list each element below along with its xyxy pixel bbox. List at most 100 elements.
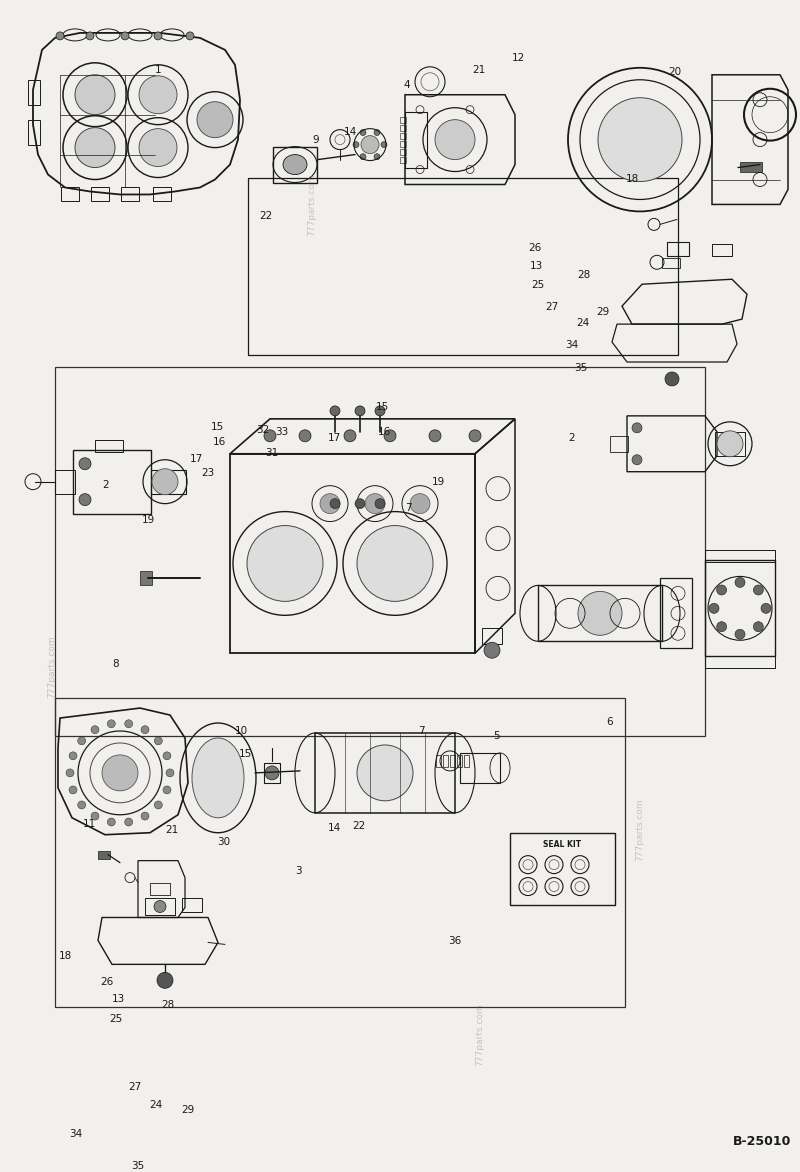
Text: 24: 24 [576,318,589,328]
Bar [28,80,40,104]
Text: 7: 7 [418,725,425,736]
Circle shape [66,769,74,777]
Circle shape [75,75,115,115]
Text: 31: 31 [266,449,278,458]
Circle shape [247,525,323,601]
Text: 6: 6 [606,717,613,728]
Circle shape [355,406,365,416]
Text: 3: 3 [295,866,302,875]
Circle shape [330,498,340,509]
Text: 22: 22 [352,822,365,831]
Bar [121,188,139,202]
Text: 14: 14 [328,823,341,832]
Text: 17: 17 [328,434,341,443]
Text: 777parts.com: 777parts.com [635,798,645,861]
Circle shape [717,621,726,632]
Circle shape [735,629,745,639]
Text: 4: 4 [403,81,410,90]
Bar [405,111,427,168]
Circle shape [75,128,115,168]
Circle shape [141,812,149,820]
Circle shape [154,900,166,913]
Bar [460,752,500,783]
Circle shape [717,431,743,457]
Circle shape [761,604,771,613]
Circle shape [186,32,194,40]
Bar [315,732,455,812]
Text: SEAL KIT: SEAL KIT [543,840,581,850]
Circle shape [79,458,91,470]
Text: 24: 24 [150,1099,162,1110]
Bar [538,585,662,641]
Text: 22: 22 [259,211,272,222]
Text: B-25010: B-25010 [733,1136,791,1149]
Bar [140,572,152,585]
Circle shape [357,745,413,800]
Bar [705,656,775,668]
Circle shape [69,786,77,793]
Circle shape [360,154,366,159]
Text: 2: 2 [569,434,575,443]
Circle shape [86,32,94,40]
Circle shape [139,76,177,114]
Text: 9: 9 [313,135,319,145]
Circle shape [410,493,430,513]
Circle shape [79,493,91,505]
Circle shape [484,642,500,659]
Text: 28: 28 [162,1000,174,1010]
Circle shape [353,142,359,148]
Text: 2: 2 [102,481,109,490]
Circle shape [375,498,385,509]
Text: 10: 10 [235,725,248,736]
Text: 19: 19 [432,477,445,486]
Bar [55,470,75,493]
Circle shape [632,455,642,465]
Bar [482,628,502,645]
Text: 34: 34 [70,1129,82,1139]
Circle shape [374,130,380,136]
Circle shape [754,621,763,632]
Circle shape [361,136,379,154]
Bar [400,132,406,138]
Circle shape [632,423,642,432]
Bar [150,883,170,894]
Bar [55,699,625,1007]
Bar [660,579,692,648]
Text: 14: 14 [344,127,357,137]
Text: 36: 36 [448,936,461,946]
Circle shape [429,430,441,442]
Ellipse shape [192,738,244,818]
Text: 18: 18 [626,173,638,184]
Circle shape [374,154,380,159]
Circle shape [469,430,481,442]
Bar [712,244,732,257]
Text: 20: 20 [668,68,681,77]
Circle shape [91,725,99,734]
Text: 7: 7 [405,504,411,513]
Circle shape [107,720,115,728]
Circle shape [265,766,279,779]
Text: 21: 21 [472,66,485,75]
Circle shape [717,585,726,595]
Bar [145,898,175,915]
Circle shape [365,493,385,513]
Circle shape [107,818,115,826]
Circle shape [163,752,171,759]
Text: 21: 21 [166,825,178,834]
Text: 777parts.com: 777parts.com [475,1003,485,1065]
Circle shape [344,430,356,442]
Text: 777parts.com: 777parts.com [47,635,57,697]
Bar [91,188,109,202]
Circle shape [598,97,682,182]
Circle shape [197,102,233,137]
Text: 15: 15 [239,749,252,759]
Text: 26: 26 [100,976,113,987]
Text: 17: 17 [190,455,202,464]
Bar [450,755,455,766]
Circle shape [69,752,77,759]
Bar [457,755,462,766]
Circle shape [166,769,174,777]
Text: 11: 11 [83,819,96,829]
Circle shape [152,469,178,495]
Circle shape [384,430,396,442]
